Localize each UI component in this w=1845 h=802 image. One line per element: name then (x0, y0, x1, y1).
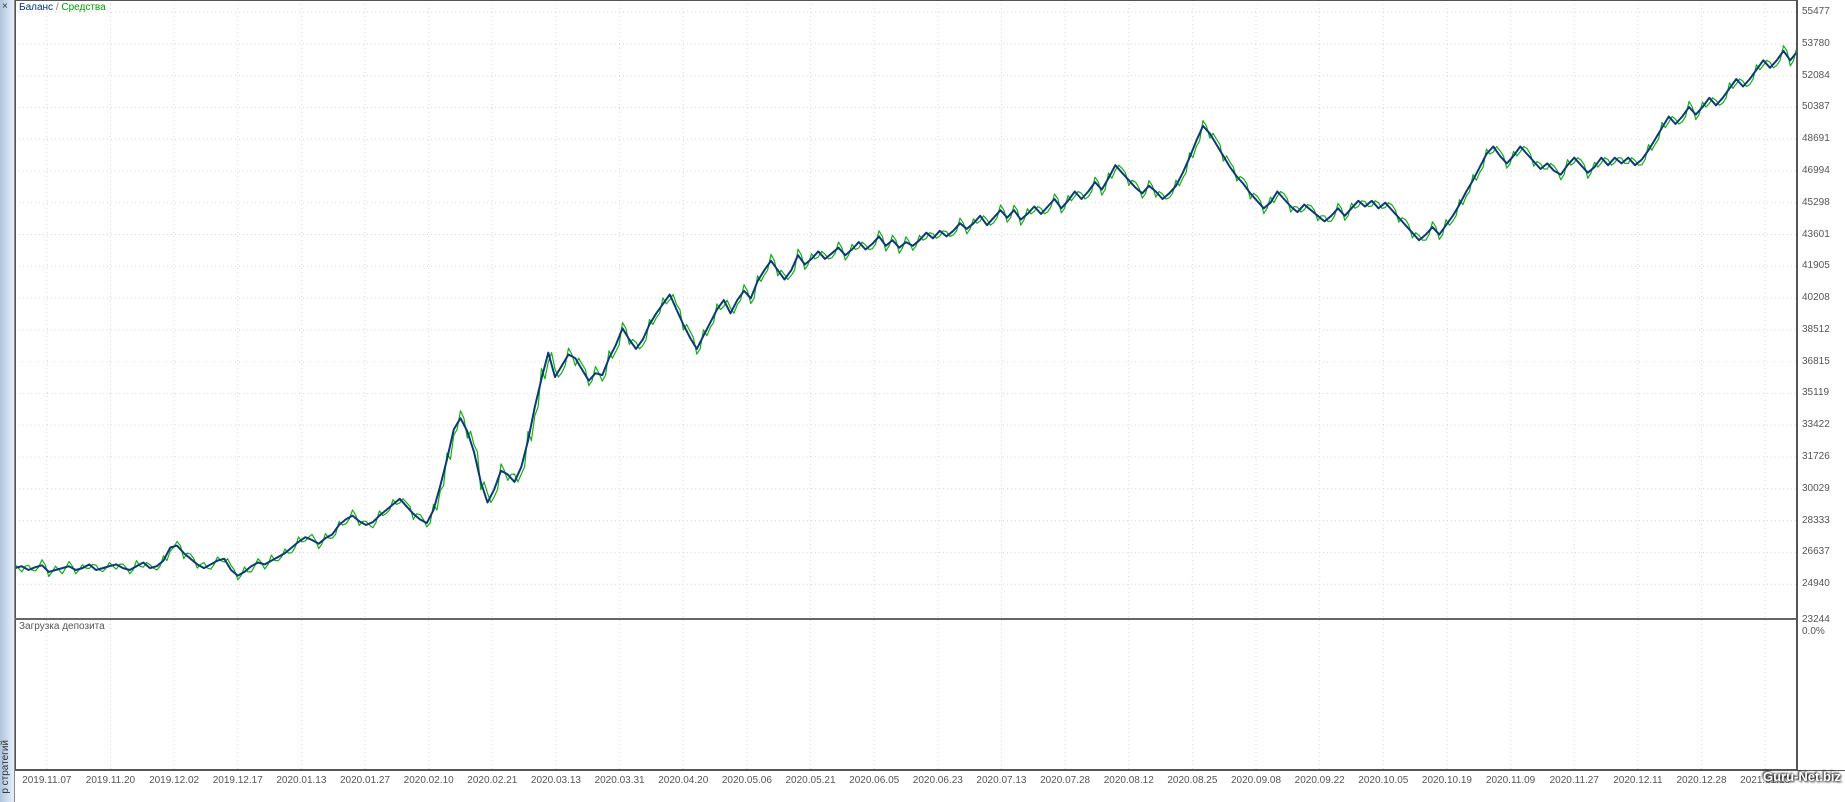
x-tick: 2020.10.05 (1358, 775, 1408, 786)
x-tick: 2020.11.09 (1486, 775, 1535, 786)
y-tick: 36815 (1802, 356, 1830, 367)
legend-slash: / (56, 2, 59, 13)
y-tick: 26637 (1802, 546, 1830, 557)
subpanel-value-top: 23244 (1802, 614, 1830, 625)
y-tick: 53780 (1802, 38, 1830, 49)
x-tick: 2020.07.13 (976, 775, 1026, 786)
y-tick: 48691 (1802, 133, 1830, 144)
x-tick: 2020.06.23 (913, 775, 963, 786)
x-tick: 2020.01.13 (276, 775, 326, 786)
sidebar-label: р стратегий (0, 740, 14, 794)
x-tick: 2020.01.27 (340, 775, 390, 786)
subpanel-label: Загрузка депозита (19, 621, 105, 632)
x-tick: 2020.06.05 (849, 775, 899, 786)
x-tick: 2020.11.27 (1550, 775, 1599, 786)
chart-area[interactable]: Баланс / Средства Загрузка депозита (15, 0, 1797, 770)
y-tick: 40208 (1802, 292, 1830, 303)
x-tick: 2020.05.06 (722, 775, 772, 786)
x-axis: 2019.11.07 2019.11.20 2019.12.02 2019.12.17… (15, 770, 1845, 802)
main-panel: Баланс / Средства Загрузка депозита 5547… (15, 0, 1845, 802)
x-tick: 2020.03.13 (531, 775, 581, 786)
root: × р стратегий Баланс / Средства Загрузка… (0, 0, 1845, 802)
x-tick: 2020.08.25 (1167, 775, 1217, 786)
legend-balance: Баланс (19, 2, 53, 13)
y-tick: 41905 (1802, 260, 1830, 271)
y-tick: 50387 (1802, 101, 1830, 112)
x-tick: 2019.12.17 (213, 775, 263, 786)
sidebar: × р стратегий (0, 0, 15, 802)
y-tick: 24940 (1802, 578, 1830, 589)
y-tick: 30029 (1802, 483, 1830, 494)
y-axis: 55477 53780 52084 50387 48691 46994 45298 43601… (1797, 0, 1845, 770)
legend-equity: Средства (61, 2, 105, 13)
y-tick: 33422 (1802, 419, 1830, 430)
x-tick: 2020.10.19 (1422, 775, 1472, 786)
watermark: Guru-Net.biz (1763, 769, 1841, 784)
y-tick: 35119 (1802, 387, 1829, 398)
y-tick: 43601 (1802, 229, 1830, 240)
x-tick: 2020.09.22 (1295, 775, 1345, 786)
y-tick: 55477 (1802, 6, 1830, 17)
x-tick: 2020.12.28 (1677, 775, 1727, 786)
x-tick: 2019.12.02 (149, 775, 199, 786)
x-tick: 2020.08.12 (1104, 775, 1154, 786)
legend: Баланс / Средства (19, 2, 106, 13)
y-tick: 31726 (1802, 451, 1830, 462)
x-tick: 2020.12.11 (1613, 775, 1662, 786)
close-icon[interactable]: × (2, 1, 8, 12)
y-tick: 46994 (1802, 165, 1830, 176)
y-tick: 52084 (1802, 70, 1830, 81)
x-tick: 2020.05.21 (786, 775, 836, 786)
y-tick: 28333 (1802, 515, 1830, 526)
subpanel-value-pct: 0.0% (1802, 626, 1825, 637)
x-tick: 2020.02.21 (467, 775, 517, 786)
x-tick: 2020.02.10 (404, 775, 454, 786)
panel-separator (15, 618, 1797, 620)
x-tick: 2020.04.20 (658, 775, 708, 786)
y-tick: 45298 (1802, 197, 1830, 208)
x-tick: 2019.11.20 (86, 775, 135, 786)
y-tick: 38512 (1802, 324, 1830, 335)
x-tick: 2020.07.28 (1040, 775, 1090, 786)
x-tick: 2020.03.31 (595, 775, 645, 786)
x-tick: 2019.11.07 (22, 775, 71, 786)
x-tick: 2020.09.08 (1231, 775, 1281, 786)
chart-svg (15, 0, 1797, 770)
